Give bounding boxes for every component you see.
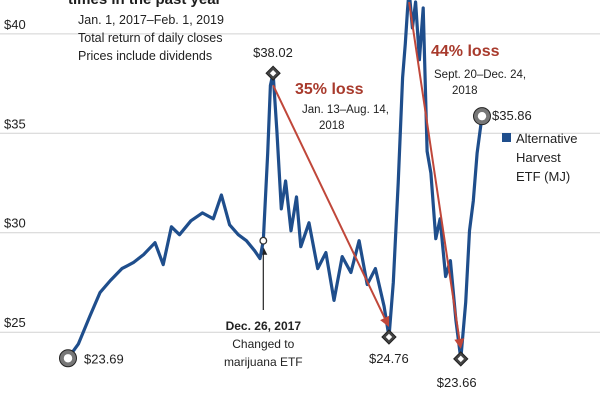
event-date-label: Dec. 26, 2017 <box>226 319 302 333</box>
loss-2-range-line-1: Sept. 20–Dec. 24, <box>434 69 526 81</box>
legend: Alternative Harvest ETF (MJ) <box>502 131 577 184</box>
marker-circle-inner-4 <box>477 111 487 121</box>
value-label-1: $38.02 <box>253 45 293 60</box>
loss-1-label: 35% loss <box>295 81 364 98</box>
series-line-0 <box>66 0 484 361</box>
marker-diamond-inner-3 <box>457 355 464 363</box>
marker-diamond-inner-1 <box>269 70 277 77</box>
loss-2-range-line-2: 2018 <box>452 85 478 97</box>
y-axis-ticks: $40 $35 $30 $25 <box>4 17 26 330</box>
loss-1-range-line-2: 2018 <box>319 120 345 132</box>
y-tick-label-25: $25 <box>4 315 26 330</box>
subtitle-line-2: Total return of daily closes <box>78 31 223 45</box>
subtitle-line-3: Prices include dividends <box>78 49 212 63</box>
marker-diamond-inner-2 <box>385 333 393 341</box>
marker-circle-inner-0 <box>63 354 73 363</box>
subtitle-line-1: Jan. 1, 2017–Feb. 1, 2019 <box>78 13 224 27</box>
legend-line-1: Alternative <box>516 131 577 146</box>
y-tick-label-35: $35 <box>4 116 26 131</box>
loss-arrowhead-2 <box>454 338 465 349</box>
legend-line-2: Harvest <box>516 150 561 165</box>
loss-arrowhead-1 <box>380 315 390 327</box>
value-label-0: $23.69 <box>84 351 124 366</box>
loss-arrow-2 <box>408 1 461 340</box>
y-tick-label-40: $40 <box>4 17 26 32</box>
legend-swatch <box>502 133 511 142</box>
loss-arrows <box>272 1 465 349</box>
loss-arrow-1 <box>272 84 386 319</box>
chart-title: times in the past year <box>68 0 222 8</box>
loss-2-label: 44% loss <box>431 43 500 60</box>
marker-labels: $23.69 $38.02 $24.76 $23.66 $35.86 <box>84 45 532 390</box>
value-label-2: $24.76 <box>369 351 409 366</box>
event-point <box>259 236 268 245</box>
event-label-line-2: marijuana ETF <box>224 355 303 369</box>
series-layer <box>66 0 484 361</box>
loss-1-range-line-1: Jan. 13–Aug. 14, <box>302 104 389 116</box>
y-tick-label-30: $30 <box>4 216 26 231</box>
event-annotation: Dec. 26, 2017 Changed to marijuana ETF <box>224 246 303 369</box>
legend-line-3: ETF (MJ) <box>516 169 570 184</box>
markers-layer <box>59 65 491 368</box>
event-label-line-1: Changed to <box>232 337 294 351</box>
value-label-3: $23.66 <box>437 375 477 390</box>
value-label-4: $35.86 <box>492 108 532 123</box>
